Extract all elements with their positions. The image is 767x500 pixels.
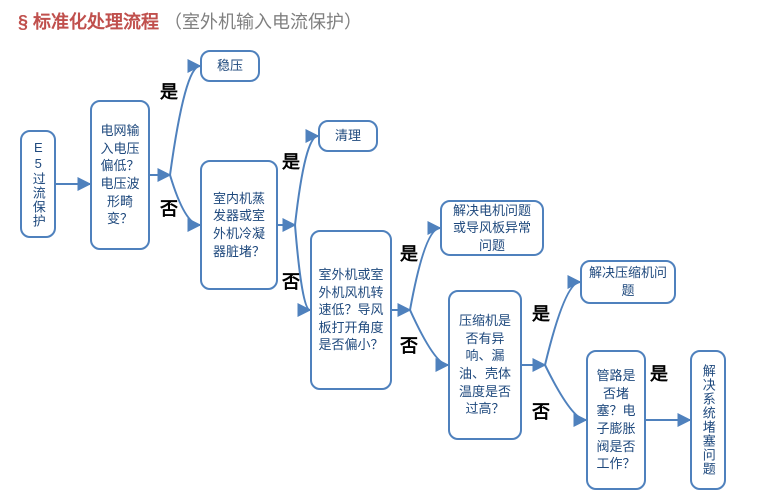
label-l4n: 否 [532, 398, 550, 424]
title-sub: （室外机输入电流保护） [164, 12, 362, 32]
edge-split4-n_fix [545, 282, 580, 365]
node-n_grid: 电网输入电压偏低？电压波形畸变？ [90, 100, 150, 250]
node-n_stab: 稳压 [200, 50, 260, 82]
node-n_motor: 解决电机问题或导风板异常问题 [440, 200, 544, 256]
label-l4y: 是 [532, 300, 550, 326]
label-l2n: 否 [282, 268, 300, 294]
node-n_fix: 解决压缩机问题 [580, 260, 676, 304]
node-n_pipe: 管路是否堵塞？电子膨胀阀是否工作？ [586, 350, 646, 490]
title-main: 标准化处理流程 [33, 12, 159, 32]
edge-split4-n_pipe [545, 365, 586, 420]
node-n_fan: 室外机或室外机风机转速低？导风板打开角度是否偏小？ [310, 230, 392, 390]
label-l1y: 是 [160, 78, 178, 104]
label-l2y: 是 [282, 148, 300, 174]
node-n_clean: 清理 [318, 120, 378, 152]
label-l3n: 否 [400, 332, 418, 358]
page-title: § 标准化处理流程 （室外机输入电流保护） [18, 8, 362, 34]
node-n_comp: 压缩机是否有异响、漏油、壳体温度是否过高？ [448, 290, 522, 440]
label-l1n: 否 [160, 195, 178, 221]
title-marker: § [18, 12, 28, 32]
label-l5: 是 [650, 360, 668, 386]
label-l3y: 是 [400, 240, 418, 266]
node-n_sys: 解决系统堵塞问题 [690, 350, 726, 490]
node-n_e5: E5过流保护 [20, 130, 56, 238]
node-n_dirty: 室内机蒸发器或室外机冷凝器脏堵？ [200, 160, 278, 290]
